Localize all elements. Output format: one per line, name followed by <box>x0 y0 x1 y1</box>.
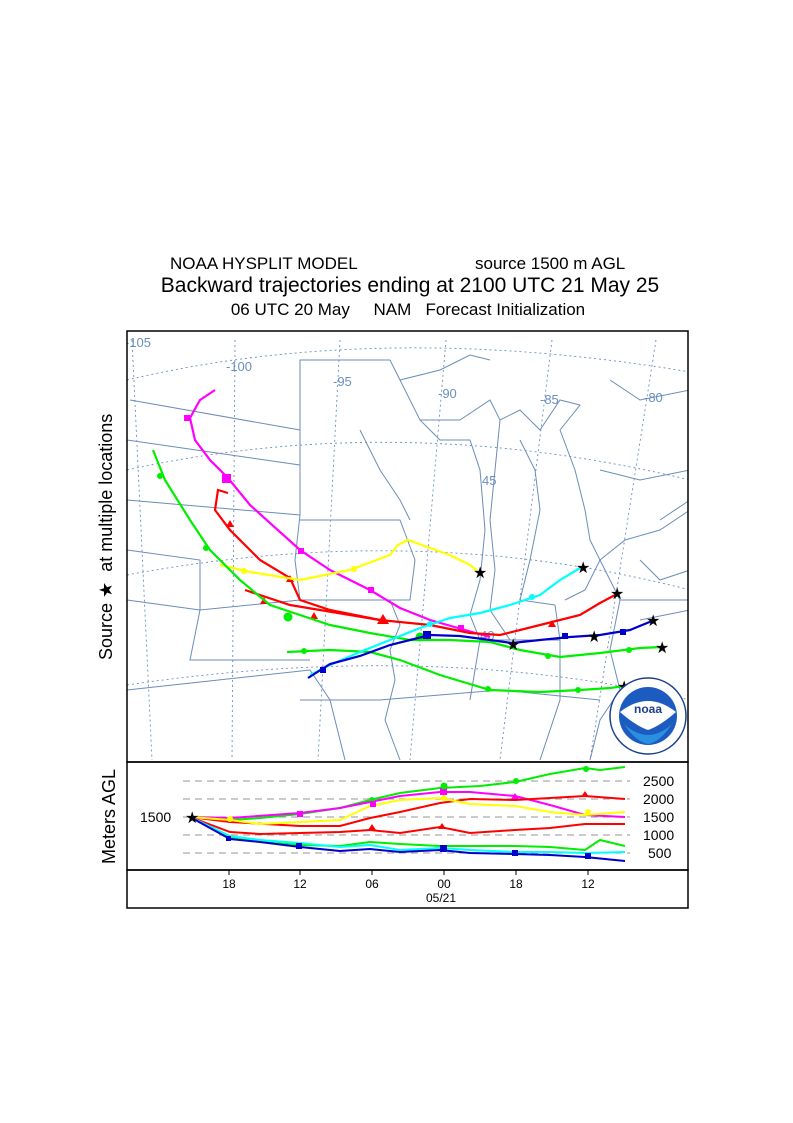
magenta-marker <box>298 548 304 554</box>
trajectory-red <box>213 488 618 637</box>
green-marker <box>203 545 209 551</box>
cyan-marker <box>427 621 433 627</box>
map-panel: -105 -100 -95 -90 -85 -80 45 40 <box>125 335 688 761</box>
time-tick-label: 00 <box>437 877 451 891</box>
magenta-marker <box>184 415 190 421</box>
time-ticks <box>228 870 589 875</box>
lon-label-100: -100 <box>226 359 252 374</box>
source-star-icon: ★ <box>185 810 199 827</box>
green-marker <box>283 612 293 622</box>
yellow-marker <box>241 568 247 574</box>
cyan-marker <box>529 594 535 600</box>
source-height-label: 1500 <box>140 809 171 825</box>
source-star-icon: ★ <box>473 565 487 582</box>
trajectory-green-north <box>151 449 663 659</box>
magenta-marker <box>222 474 231 483</box>
source-star-icon: ★ <box>587 629 601 646</box>
noaa-logo: noaa <box>609 677 687 755</box>
lon-label-105: -105 <box>125 335 151 350</box>
green-marker <box>626 647 632 653</box>
blue-marker <box>320 667 326 673</box>
level-label-1000: 1000 <box>643 827 674 843</box>
lon-label-95: -95 <box>333 374 352 389</box>
lon-label-80: -80 <box>644 390 663 405</box>
date-label: 05/21 <box>426 891 456 905</box>
level-label-2500: 2500 <box>643 773 674 789</box>
trajectory-magenta <box>184 389 491 639</box>
time-axis-frame <box>126 869 689 909</box>
time-tick-label: 06 <box>365 877 379 891</box>
lon-label-85: -85 <box>540 392 559 407</box>
level-label-500: 500 <box>648 845 672 861</box>
red-marker <box>377 614 389 624</box>
time-tick-label: 12 <box>293 877 307 891</box>
yellow-marker <box>351 566 357 572</box>
blue-marker <box>562 633 568 639</box>
lat-lon-grid <box>127 339 688 761</box>
source-height-title: source 1500 m AGL <box>475 254 626 273</box>
trajectory-cyan <box>309 567 581 676</box>
level-label-2000: 2000 <box>643 791 674 807</box>
source-star-icon: ★ <box>576 560 590 577</box>
page-title: Backward trajectories ending at 2100 UTC… <box>160 274 660 297</box>
time-tick-label: 12 <box>581 877 595 891</box>
lat-label-45: 45 <box>482 473 496 488</box>
blue-marker <box>423 631 431 639</box>
green-marker <box>485 686 491 692</box>
green-marker <box>545 653 551 659</box>
level-label-1500: 1500 <box>643 809 674 825</box>
red-marker <box>226 520 234 527</box>
lon-label-90: -90 <box>438 386 457 401</box>
source-star-icon: ★ <box>646 613 660 630</box>
state-boundaries <box>127 354 688 761</box>
green-marker <box>157 473 163 479</box>
red-marker <box>310 612 318 619</box>
source-star-icon: ★ <box>506 637 520 654</box>
magenta-marker <box>368 587 374 593</box>
time-tick-label: 18 <box>509 877 523 891</box>
red-marker <box>548 620 556 627</box>
model-name: NOAA HYSPLIT MODEL <box>170 254 358 273</box>
trajectory-green-south <box>286 648 626 694</box>
noaa-logo-text: noaa <box>634 702 662 716</box>
trajectory-yellow <box>219 538 481 582</box>
green-marker <box>301 648 307 654</box>
green-marker <box>575 687 581 693</box>
blue-marker <box>620 629 626 635</box>
source-star-icon: ★ <box>610 586 624 603</box>
trajectory-blue <box>307 619 653 679</box>
meteo-info: 06 UTC 20 May NAM Forecast Initializatio… <box>230 300 586 319</box>
magenta-marker <box>458 625 464 631</box>
source-star-icon: ★ <box>655 640 669 657</box>
height-panel: ★ 1500 2500 2000 1500 1000 500 <box>140 766 674 862</box>
time-tick-label: 18 <box>222 877 236 891</box>
